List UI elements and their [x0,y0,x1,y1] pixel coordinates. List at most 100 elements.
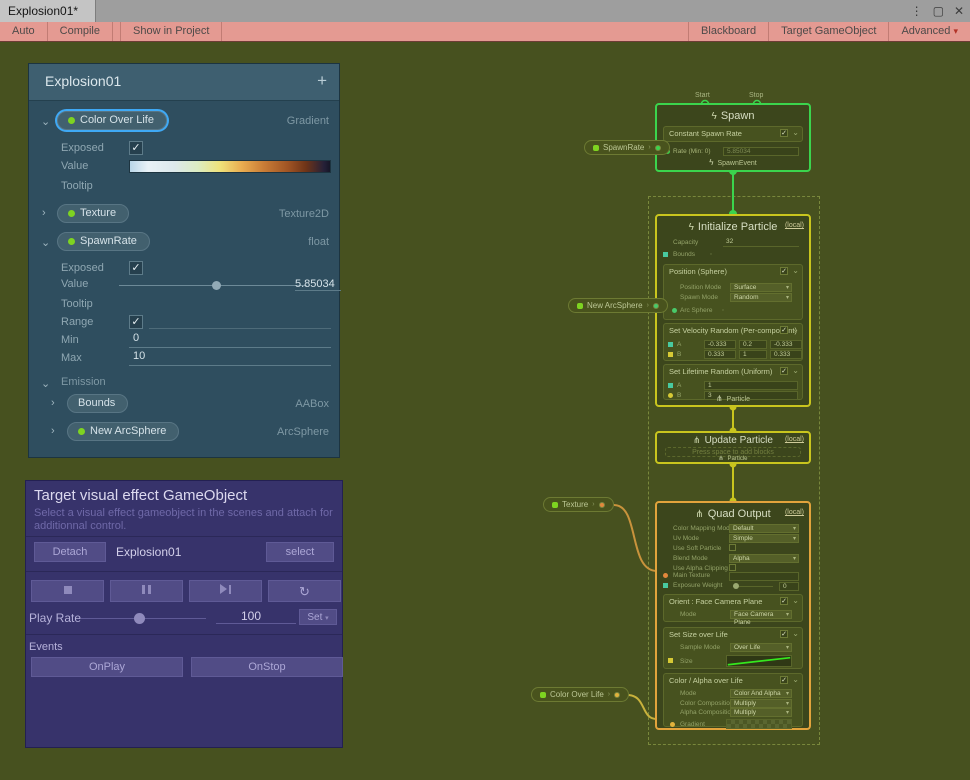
compile-button[interactable]: Compile [48,22,113,41]
spawn-start-port-label[interactable]: Start [695,92,710,99]
param-pill-color-over-life[interactable]: Color Over Life [57,111,167,130]
range-checkbox[interactable]: ✓ [129,315,143,329]
velocity-a-port[interactable] [668,342,673,347]
param-pill-new-arcsphere[interactable]: New ArcSphere [67,422,180,441]
arc-sphere-port[interactable] [672,308,677,313]
sample-mode-dropdown[interactable]: Over Life ▾ [730,643,792,652]
collapse-icon[interactable]: › [646,302,649,309]
block-enabled-checkbox[interactable]: ✓ [780,630,788,638]
block-enabled-checkbox[interactable]: ✓ [780,129,788,137]
play-rate-slider-knob[interactable] [134,613,145,624]
uv-mode-dropdown[interactable]: Simple ▾ [729,534,799,543]
space-toggle-local[interactable]: (local) [784,222,804,229]
arc-sphere-space-icon[interactable]: ◦ [722,307,725,314]
vel-a-y-field[interactable]: 0.2 [739,340,767,349]
block-collapse-icon[interactable]: ⌄ [792,675,799,684]
min-field[interactable]: 0 [129,332,331,348]
maximize-icon[interactable]: ▢ [932,4,944,18]
lifetime-a-port[interactable] [668,383,673,388]
alpha-composition-dropdown[interactable]: Multiply ▾ [730,708,792,717]
lifetime-b-field[interactable]: 3 [704,391,798,400]
block-enabled-checkbox[interactable]: ✓ [780,326,788,334]
exposure-value-field[interactable]: 0 [779,582,799,591]
initialize-particle-output[interactable]: ⋔ Particle [715,394,751,403]
vel-a-z-field[interactable]: -0.333 [770,340,802,349]
restart-button[interactable]: ↻ [268,580,341,602]
spawn-event-output[interactable]: ϟ SpawnEvent [709,158,757,167]
play-rate-value-field[interactable]: 100 [216,609,296,624]
size-curve-field[interactable] [726,655,792,667]
exposed-checkbox[interactable]: ✓ [129,141,143,155]
update-particle-context-node[interactable]: ⋔ Update Particle (local) Press space to … [655,431,811,464]
block-enabled-checkbox[interactable]: ✓ [780,267,788,275]
close-icon[interactable]: ✕ [953,4,964,18]
position-mode-dropdown[interactable]: Surface ▾ [730,283,792,292]
size-port[interactable] [668,658,673,663]
onplay-button[interactable]: OnPlay [31,657,183,677]
initialize-particle-context-node[interactable]: ϟ Initialize Particle (local) Capacity 32… [655,214,811,407]
exposure-slider-knob[interactable] [733,583,739,589]
step-button[interactable] [189,580,262,602]
add-parameter-button[interactable]: + [317,71,327,90]
bounds-port[interactable] [663,252,668,257]
block-collapse-icon[interactable]: ⌄ [792,266,799,275]
soft-particle-checkbox[interactable] [729,544,736,551]
color-composition-dropdown[interactable]: Multiply ▾ [730,699,792,708]
lifetime-a-field[interactable]: 1 [704,381,798,390]
expand-icon[interactable]: ⌄ [41,237,51,249]
color-mode-dropdown[interactable]: Color And Alpha ▾ [730,689,792,698]
block-enabled-checkbox[interactable]: ✓ [780,676,788,684]
detach-button[interactable]: Detach [34,542,106,562]
spawnrate-parameter-node[interactable]: SpawnRate › [584,140,670,155]
bounds-space-icon[interactable]: ◦ [710,251,713,258]
vel-b-z-field[interactable]: 0.333 [770,350,802,359]
stop-button[interactable] [31,580,104,602]
onstop-button[interactable]: OnStop [191,657,343,677]
lifetime-b-port[interactable] [668,393,673,398]
color-mapping-dropdown[interactable]: Default ▾ [729,524,799,533]
blend-mode-dropdown[interactable]: Alpha ▾ [729,554,799,563]
tab-explosion01[interactable]: Explosion01* [0,0,96,22]
block-collapse-icon[interactable]: ⌄ [792,128,799,137]
vel-b-y-field[interactable]: 1 [739,350,767,359]
collapse-icon[interactable]: › [648,144,651,151]
constant-spawn-rate-block[interactable]: Constant Spawn Rate ✓ ⌄ [663,126,803,142]
new-arcsphere-parameter-node[interactable]: New ArcSphere › [568,298,668,313]
block-collapse-icon[interactable]: ⌄ [792,366,799,375]
max-field[interactable]: 10 [129,350,331,366]
expand-icon[interactable]: › [51,425,55,437]
pause-button[interactable] [110,580,183,602]
vel-b-x-field[interactable]: 0.333 [704,350,736,359]
block-collapse-icon[interactable]: ⌄ [792,629,799,638]
select-button[interactable]: select [266,542,334,562]
color-alpha-over-life-block[interactable]: Color / Alpha over Life ✓ ⌄ Mode Color A… [663,673,803,729]
show-in-project-button[interactable]: Show in Project [121,22,223,41]
output-port[interactable] [614,691,621,698]
set-lifetime-random-block[interactable]: Set Lifetime Random (Uniform) ✓ ⌄ A 1 B … [663,364,803,400]
alpha-clipping-checkbox[interactable] [729,564,736,571]
value-slider-knob[interactable] [212,281,221,290]
param-pill-bounds[interactable]: Bounds [67,394,129,413]
spawn-context-node[interactable]: ϟ Spawn Constant Spawn Rate ✓ ⌄ Rate (Min… [655,103,811,172]
block-collapse-icon[interactable]: ⌄ [792,596,799,605]
color-over-life-parameter-node[interactable]: Color Over Life › [531,687,630,702]
main-texture-field[interactable] [729,572,799,581]
collapse-icon[interactable]: › [592,501,595,508]
main-texture-port[interactable] [663,573,668,578]
set-size-over-life-block[interactable]: Set Size over Life ✓ ⌄ Sample Mode Over … [663,627,803,669]
spawn-stop-port-label[interactable]: Stop [749,92,764,99]
gradient-port[interactable] [670,722,675,727]
quad-output-context-node[interactable]: ⋔ Quad Output (local) Color Mapping Mode … [655,501,811,730]
position-sphere-block[interactable]: Position (Sphere) ✓ ⌄ Position Mode Surf… [663,264,803,320]
auto-button[interactable]: Auto [0,22,48,41]
expand-icon[interactable]: ⌄ [41,378,51,390]
output-port[interactable] [654,144,661,151]
exposure-weight-port[interactable] [663,583,668,588]
output-port[interactable] [598,501,605,508]
expand-icon[interactable]: ⌄ [41,116,51,128]
space-toggle-local[interactable]: (local) [784,509,804,516]
value-number-field[interactable]: 5.85034 [295,278,341,291]
velocity-b-port[interactable] [668,352,673,357]
expand-icon[interactable]: › [42,207,46,219]
category-row-emission[interactable]: ⌄ Emission [29,376,339,392]
